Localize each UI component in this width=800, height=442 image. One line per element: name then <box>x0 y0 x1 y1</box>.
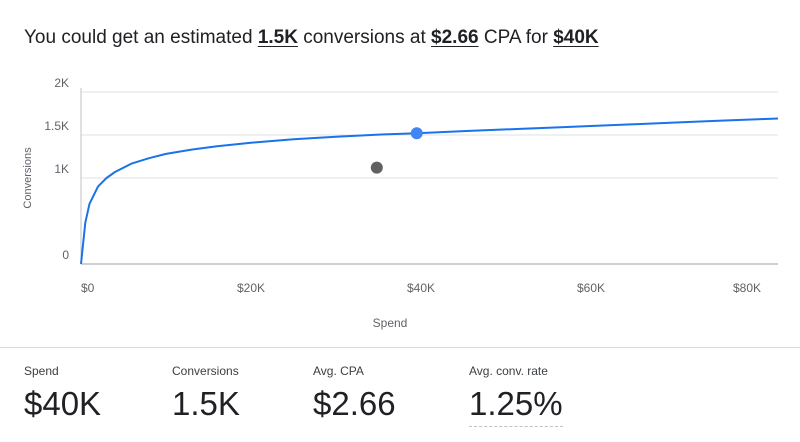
headline-cpa-link[interactable]: $2.66 <box>431 27 479 48</box>
point-layer[interactable] <box>370 127 423 174</box>
metric-avg-cpa-label: Avg. CPA <box>313 364 364 378</box>
x-tick-label: $40K <box>407 281 435 295</box>
x-tick-labels: $0 $20K $40K $60K $80K <box>81 281 761 295</box>
x-axis-label: Spend <box>373 316 408 330</box>
x-tick-label: $0 <box>81 281 95 295</box>
headline-prefix: You could get an estimated <box>24 27 253 48</box>
y-tick-label: 1K <box>54 162 69 176</box>
current-point[interactable] <box>370 161 383 174</box>
headline-conversions-link[interactable]: 1.5K <box>257 27 298 48</box>
metric-avg-conv-rate-label: Avg. conv. rate <box>469 364 548 378</box>
y-tick-labels: 0 1K 1.5K 2K <box>44 76 69 262</box>
metric-avg-cpa-value: $2.66 <box>313 385 396 422</box>
headline-middle: conversions at <box>303 27 426 48</box>
y-tick-label: 2K <box>54 76 69 90</box>
metric-avg-conv-rate-value[interactable]: 1.25% <box>469 384 563 427</box>
metric-spend-label: Spend <box>24 364 59 378</box>
y-tick-label: 0 <box>62 248 69 262</box>
spend-conversions-chart[interactable]: 0 1K 1.5K 2K $0 $20K $40K $60K $80K Spend Conve… <box>0 70 800 340</box>
divider <box>0 347 800 348</box>
series-line-0 <box>80 117 779 265</box>
metric-conversions: Conversions 1.5K <box>172 364 240 424</box>
headline: You could get an estimated 1.5K conversi… <box>24 27 599 49</box>
metric-conversions-value: 1.5K <box>172 385 240 422</box>
y-tick-label: 1.5K <box>44 119 69 133</box>
grid-lines <box>80 88 778 265</box>
x-tick-label: $80K <box>733 281 761 295</box>
headline-spend-link[interactable]: $40K <box>553 27 599 48</box>
y-axis-label: Conversions <box>22 147 34 209</box>
metric-avg-conv-rate: Avg. conv. rate 1.25% <box>469 364 563 427</box>
series-layer <box>80 117 779 265</box>
estimate-point[interactable] <box>410 127 423 140</box>
metric-avg-cpa: Avg. CPA $2.66 <box>313 364 396 424</box>
x-tick-label: $20K <box>237 281 265 295</box>
headline-cpa-suffix: CPA for <box>483 27 548 48</box>
metric-conversions-label: Conversions <box>172 364 239 378</box>
metric-spend: Spend $40K <box>24 364 101 424</box>
x-tick-label: $60K <box>577 281 605 295</box>
metric-spend-value: $40K <box>24 385 102 422</box>
